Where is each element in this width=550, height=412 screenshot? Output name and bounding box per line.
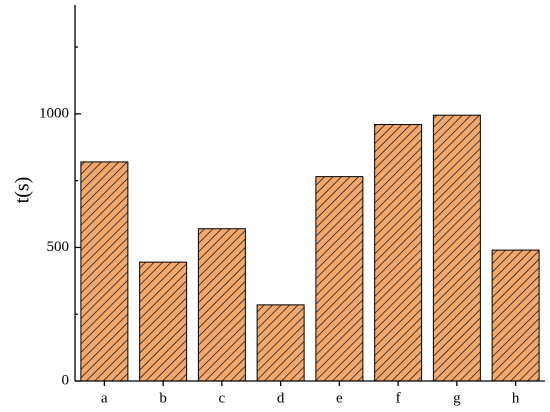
y-axis-label: t(s)	[12, 177, 34, 204]
x-tick-label: a	[101, 390, 108, 406]
x-tick-label: d	[277, 390, 285, 406]
bar	[139, 261, 188, 382]
y-tick-label: 500	[47, 239, 70, 255]
x-tick-label: h	[512, 390, 520, 406]
bar	[256, 304, 305, 382]
bar	[315, 176, 364, 382]
bar	[197, 228, 246, 382]
x-tick-label: g	[453, 390, 461, 406]
y-tick-label: 1000	[39, 105, 69, 121]
y-tick-label: 0	[62, 372, 70, 388]
bar	[432, 114, 481, 382]
bar	[80, 161, 129, 382]
bar	[374, 124, 423, 382]
x-tick-label: c	[219, 390, 226, 406]
x-tick-label: f	[396, 390, 401, 406]
x-tick-label: e	[336, 390, 343, 406]
bar	[491, 249, 540, 382]
x-tick-label: b	[159, 390, 167, 406]
